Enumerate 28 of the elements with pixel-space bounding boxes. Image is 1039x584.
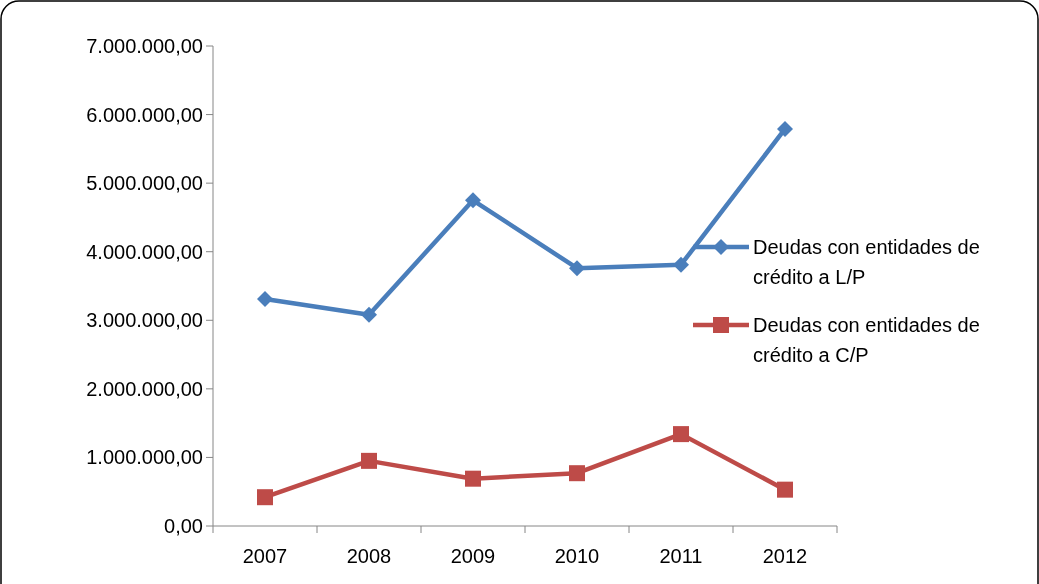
point bbox=[777, 481, 793, 498]
point bbox=[673, 426, 689, 443]
legend-label: Deudas con entidades de crédito a L/P bbox=[753, 236, 980, 288]
y-tick-label: 7.000.000,00 bbox=[86, 35, 203, 57]
y-tick-label: 6.000.000,00 bbox=[86, 103, 203, 126]
x-tick-label: 2012 bbox=[762, 545, 808, 567]
y-tick-label: 5.000.000,00 bbox=[86, 172, 203, 195]
x-tick-label: 2007 bbox=[242, 545, 288, 567]
x-tick-label: 2011 bbox=[659, 545, 703, 567]
y-tick-label: 1.000.000,00 bbox=[86, 446, 203, 469]
y-tick-label: 2.000.000,00 bbox=[86, 377, 203, 400]
point bbox=[465, 470, 481, 487]
point bbox=[257, 489, 273, 506]
point bbox=[673, 256, 689, 273]
x-tick-label: 2010 bbox=[554, 545, 600, 567]
legend-label: Deudas con entidades de crédito a C/P bbox=[753, 314, 980, 366]
y-tick-label: 0,00 bbox=[164, 515, 203, 537]
y-tick-label: 4.000.000,00 bbox=[86, 240, 203, 263]
point bbox=[569, 465, 585, 482]
point bbox=[361, 452, 377, 469]
point bbox=[465, 192, 481, 209]
y-tick-label: 3.000.000,00 bbox=[86, 309, 203, 332]
point bbox=[777, 120, 793, 137]
x-tick-label: 2008 bbox=[346, 545, 392, 567]
point bbox=[569, 260, 585, 277]
x-tick-label: 2009 bbox=[450, 545, 496, 567]
point bbox=[257, 291, 273, 308]
point bbox=[361, 306, 377, 323]
